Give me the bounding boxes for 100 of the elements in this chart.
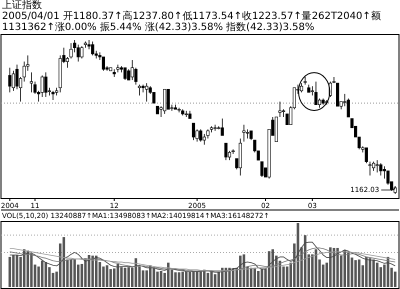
candlestick [242, 124, 246, 142]
candlestick [346, 98, 350, 118]
candlestick [379, 162, 382, 176]
bar [70, 259, 72, 287]
bar [354, 260, 357, 287]
bar [120, 267, 123, 287]
bar [62, 237, 66, 287]
candlestick [224, 142, 228, 161]
candlestick [130, 60, 134, 80]
bar [332, 248, 336, 287]
candlestick [138, 84, 142, 96]
bar [203, 270, 206, 287]
bar [84, 258, 87, 287]
bar [181, 272, 184, 287]
bar [178, 272, 180, 287]
candlestick [192, 122, 196, 140]
bar [268, 251, 270, 287]
bar [386, 256, 390, 287]
bar [106, 265, 108, 287]
candlestick [51, 90, 55, 100]
candlestick [163, 88, 166, 114]
bar [344, 250, 346, 287]
candlestick [91, 41, 94, 56]
candlestick [124, 67, 127, 80]
bar [109, 269, 112, 287]
candlestick [152, 92, 156, 104]
candlestick [134, 67, 138, 86]
bar [314, 249, 318, 287]
bar [232, 268, 234, 287]
candlestick [166, 88, 170, 110]
bar [12, 255, 15, 287]
bar [214, 274, 216, 287]
bar [149, 265, 152, 287]
chart-title: 上证指数 [2, 0, 43, 11]
bar [167, 262, 170, 287]
candlestick [76, 44, 80, 62]
bar [88, 255, 90, 287]
bar [257, 271, 260, 287]
bar [174, 272, 177, 287]
bar [116, 264, 120, 287]
candlestick [260, 161, 264, 178]
candlestick [116, 64, 120, 73]
chart-subtitle: 2005/04/01 开1180.37↑高1237.80↑低1173.54↑收1223.57↑量262T2040↑额1131362↑涨0.00% 振5.44% 涨(42.33)3.58% 指数(42.33)3.58% [2, 11, 382, 33]
candlestick [206, 128, 210, 139]
bar [16, 255, 18, 287]
bar [73, 259, 76, 287]
bar [253, 268, 256, 287]
bar [91, 256, 94, 287]
bar [286, 266, 288, 287]
bar [196, 271, 198, 287]
bar [394, 272, 396, 287]
candlestick [300, 82, 304, 93]
bar [152, 267, 156, 287]
candlestick [44, 72, 48, 98]
candlestick [199, 128, 202, 142]
candlestick [314, 81, 318, 106]
candlestick [145, 82, 148, 102]
candlestick [102, 56, 106, 72]
candlestick [40, 75, 44, 98]
candlestick [372, 161, 376, 172]
bar [40, 260, 44, 287]
bar [271, 249, 274, 287]
candlestick [87, 40, 91, 50]
bar [8, 256, 12, 287]
bar [368, 258, 372, 287]
bar [217, 272, 220, 287]
bar [185, 272, 188, 287]
candlestick [142, 84, 145, 93]
bar [210, 272, 213, 287]
candlestick [220, 118, 224, 136]
bar [44, 262, 48, 287]
bar [124, 268, 126, 287]
candlestick [250, 130, 253, 140]
bar [22, 249, 26, 287]
bar [358, 259, 360, 287]
bar [127, 267, 130, 287]
bar [206, 272, 210, 287]
bar [239, 256, 242, 287]
bar [250, 268, 252, 287]
bar [142, 270, 144, 287]
candlestick [80, 46, 84, 59]
bar [160, 271, 162, 287]
bar [372, 259, 375, 287]
bar [134, 258, 138, 287]
candlestick [210, 126, 214, 133]
bar [296, 223, 300, 287]
candlestick [376, 160, 379, 173]
candlestick [202, 134, 206, 146]
candlestick [214, 124, 217, 132]
bar [94, 256, 98, 287]
bar [376, 262, 378, 287]
bar [26, 250, 30, 287]
candlestick [336, 82, 340, 107]
candlestick [386, 170, 390, 186]
bar [260, 269, 264, 287]
bar [188, 272, 192, 287]
bar [304, 235, 306, 287]
bar [329, 247, 332, 287]
candlestick [246, 128, 250, 139]
bar [112, 268, 116, 287]
